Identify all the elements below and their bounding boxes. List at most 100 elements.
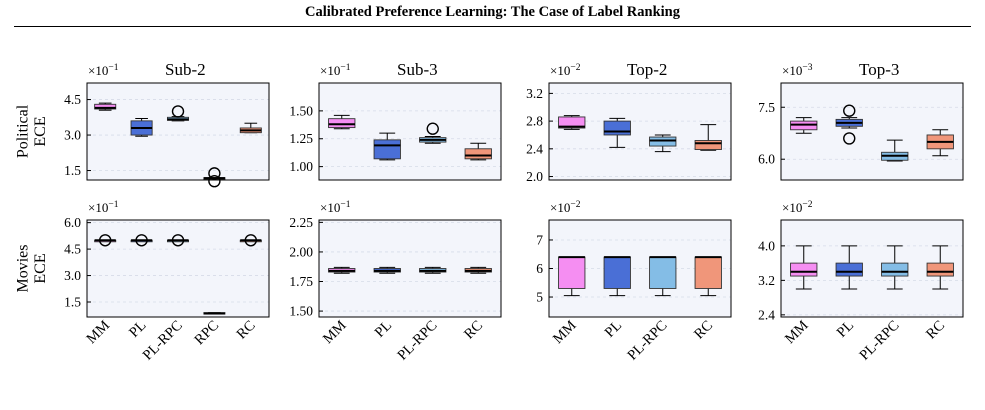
panel-4-ytick-label: 4.5	[64, 242, 81, 257]
panel-6-ytick-label: 7	[536, 232, 543, 247]
panel-1-frame	[318, 82, 502, 181]
panel-2-ytick-label: 2.8	[526, 114, 543, 129]
box-PL-RPC	[881, 262, 909, 277]
xtick-label-RPC: RPC	[192, 318, 223, 349]
panel-2-ytick-label: 2.0	[526, 169, 543, 184]
panel-5-ytick-label: 1.75	[289, 274, 313, 289]
panel-6-frame	[548, 219, 732, 318]
panel-4-frame	[86, 219, 270, 318]
row-label-0: PoliticalECE	[15, 104, 50, 158]
xtick-label-PL: PL	[372, 318, 395, 341]
xtick-label-PL-RPC: PL-RPC	[624, 318, 670, 364]
panel-4-background	[87, 220, 269, 317]
panel-0-ytick-label: 1.5	[64, 163, 81, 178]
panel-3-frame	[780, 82, 964, 181]
box-MM	[328, 118, 356, 129]
panel-4-ytick-label: 3.0	[64, 268, 81, 283]
panel-2-ytick-label: 3.2	[526, 86, 543, 101]
xtick-label-RC: RC	[461, 318, 486, 343]
panel-4-scale-label: ×10−1	[88, 200, 119, 215]
xtick-label-RC: RC	[923, 318, 948, 343]
box-plot-figure: PoliticalECE MoviesECE 1.5 3.0 4.5 ×10−1 Sub-2…	[15, 60, 964, 364]
panel-4-ytick-label: 1.5	[64, 295, 81, 310]
panel-2-title: Top-2	[627, 60, 667, 79]
box-RC	[694, 140, 722, 150]
box-PL	[835, 262, 863, 277]
panel-2-scale-label: ×10−2	[550, 63, 581, 78]
outlier-PL	[135, 234, 148, 247]
xtick-label-PL: PL	[834, 318, 857, 341]
panel-5-scale-label: ×10−1	[320, 200, 351, 215]
outlier-PL-RPC	[426, 122, 439, 135]
xtick-label-PL-RPC: PL-RPC	[856, 318, 902, 364]
panel-3-title: Top-3	[859, 60, 899, 79]
figure-caption	[0, 398, 985, 410]
panel-3-ytick-label: 6.0	[758, 152, 775, 167]
xtick-label-MM: MM	[320, 317, 350, 347]
panel-1-title: Sub-3	[397, 60, 438, 79]
panel-7-ytick-label: 4.0	[758, 238, 775, 253]
box-MM	[558, 256, 586, 289]
xtick-label-PL-RPC: PL-RPC	[394, 318, 440, 364]
outlier-PL	[843, 132, 856, 145]
panel-5-ytick-label: 2.00	[289, 244, 313, 259]
xtick-label-PL-RPC: PL-RPC	[140, 318, 186, 364]
panel-4-ytick-label: 6.0	[64, 215, 81, 230]
panel-1-ytick-label: 1.50	[289, 103, 313, 118]
panel-3-ytick-label: 7.5	[758, 100, 775, 115]
box-PL-RPC	[649, 136, 677, 147]
panel-0-ytick-label: 4.5	[64, 92, 81, 107]
box-PL	[603, 256, 631, 289]
xtick-label-PL: PL	[602, 318, 625, 341]
outlier-PL-RPC	[171, 234, 185, 247]
outlier-MM	[98, 234, 112, 247]
box-PL-RPC	[649, 256, 677, 289]
panel-1-ytick-label: 1.25	[289, 131, 313, 146]
outlier-RPC	[208, 174, 221, 188]
xtick-label-PL: PL	[126, 318, 149, 341]
xtick-label-RC: RC	[234, 318, 259, 343]
xtick-label-MM: MM	[782, 317, 812, 347]
xtick-label-MM: MM	[550, 317, 580, 347]
panel-7-ytick-label: 3.2	[758, 273, 775, 288]
panel-6-ytick-label: 5	[536, 290, 543, 305]
panel-2-frame	[548, 82, 732, 181]
panel-7-scale-label: ×10−2	[782, 200, 813, 215]
outlier-PL-RPC	[171, 105, 185, 118]
box-RC	[694, 256, 722, 289]
box-PL	[373, 139, 401, 160]
panel-2-background	[549, 83, 731, 180]
xtick-label-MM: MM	[83, 317, 113, 347]
panel-5-ytick-label: 1.50	[289, 304, 313, 319]
header-rule	[14, 26, 971, 27]
panel-7-frame	[780, 219, 964, 318]
box-MM	[94, 103, 117, 110]
panel-6-scale-label: ×10−2	[550, 200, 581, 215]
box-RC	[464, 148, 492, 160]
page-title: Calibrated Preference Learning: The Case…	[305, 4, 680, 20]
panel-5-ytick-label: 2.25	[289, 215, 313, 230]
box-MM	[558, 116, 586, 129]
panel-0-scale-label: ×10−1	[88, 63, 119, 78]
xtick-label-RC: RC	[691, 318, 716, 343]
panel-7-ytick-label: 2.4	[758, 307, 775, 322]
panel-6-ytick-label: 6	[536, 261, 543, 276]
outlier-RC	[244, 234, 258, 247]
panel-2-ytick-label: 2.4	[526, 141, 543, 156]
panel-0-title: Sub-2	[165, 60, 206, 79]
panel-1-ytick-label: 1.00	[289, 159, 313, 174]
panel-3-scale-label: ×10−3	[782, 63, 813, 78]
panel-5-frame	[318, 219, 502, 318]
box-PL	[603, 120, 631, 136]
box-MM	[790, 262, 818, 277]
row-label-1: MoviesECE	[15, 245, 50, 293]
page-header: Calibrated Preference Learning: The Case…	[0, 0, 985, 30]
panel-0-frame	[86, 82, 270, 181]
panel-3-background	[781, 83, 963, 180]
panel-0-ytick-label: 3.0	[64, 128, 81, 143]
outlier-PL	[843, 104, 856, 117]
box-RC	[926, 262, 954, 277]
panel-1-background	[319, 83, 501, 180]
outlier-RPC	[208, 167, 221, 180]
panel-1-scale-label: ×10−1	[320, 63, 351, 78]
